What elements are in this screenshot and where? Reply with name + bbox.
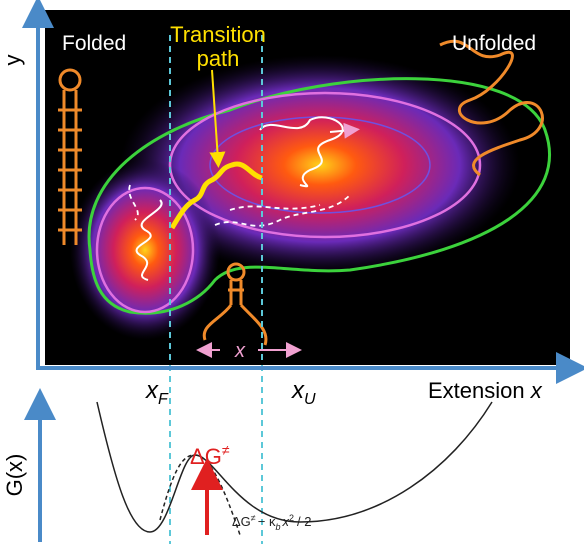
barrier-symbol: ΔG [190,444,222,469]
x-axis-label-text: Extension [428,378,525,403]
approx-part: ≠ [251,513,256,523]
y-axis-label: y [0,55,25,66]
folded-label: Folded [62,32,126,55]
xu-subscript: U [304,391,316,408]
transition-label: Transition [170,22,266,47]
unfolded-label: Unfolded [452,32,536,55]
extension-marker: x [234,340,246,362]
barrier-superscript: ≠ [222,442,230,458]
barrier-label: ΔG≠ [190,442,230,469]
xu-label: xU [291,377,316,408]
free-energy-curve [97,402,492,532]
g-axis-label: G(x) [2,454,27,497]
xf-symbol: x [145,377,159,404]
x-axis-label: Extension x [428,378,543,403]
figure: x Folded Unfolded Transition path y Exte… [0,0,584,544]
approx-part: / 2 [297,514,311,529]
approx-part: b [275,522,280,532]
approx-part: − κ [258,514,276,529]
xf-label: xF [145,377,169,408]
transition-label: path [197,46,240,71]
xf-subscript: F [158,391,169,408]
approx-part: ΔG [232,514,251,529]
approx-part: 2 [289,513,294,523]
xu-symbol: x [291,377,305,404]
x-axis-label-var: x [530,378,543,403]
